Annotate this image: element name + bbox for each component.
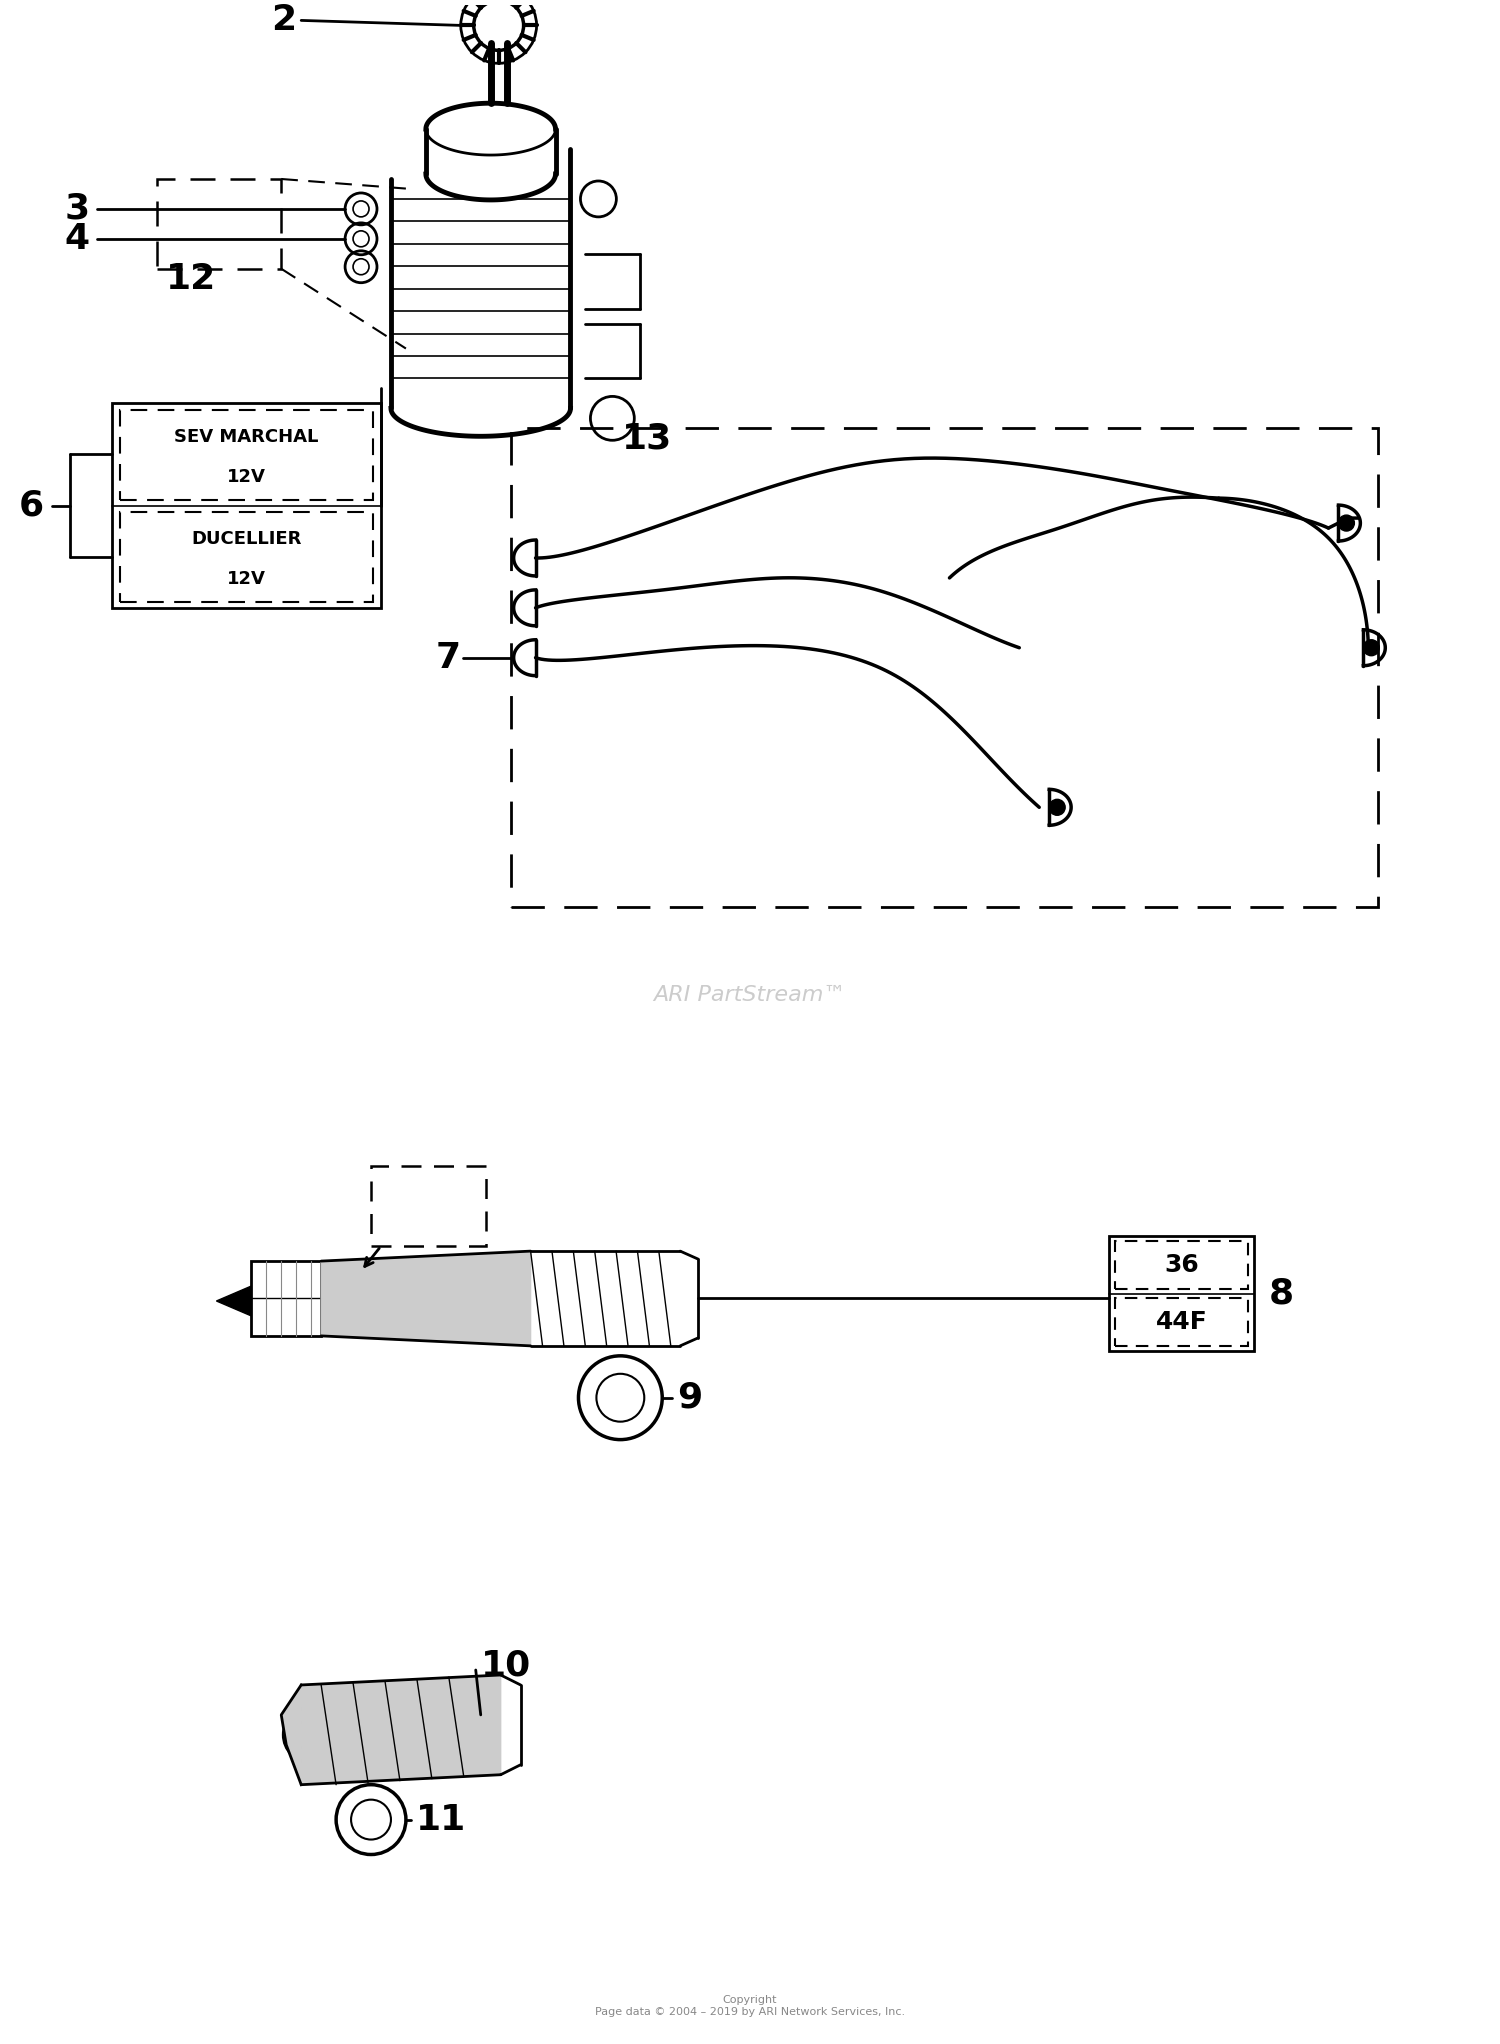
Bar — [1114, 1241, 1248, 1288]
Text: ARI PartStream™: ARI PartStream™ — [654, 985, 846, 1006]
Text: DUCELLIER: DUCELLIER — [190, 529, 302, 548]
Text: 44F: 44F — [1155, 1310, 1208, 1335]
Text: 4: 4 — [64, 223, 90, 256]
Bar — [1114, 1298, 1248, 1345]
Text: 11: 11 — [416, 1803, 466, 1838]
Circle shape — [1048, 799, 1065, 816]
Text: 13: 13 — [622, 421, 672, 456]
Polygon shape — [282, 1684, 302, 1784]
Text: 3: 3 — [64, 192, 90, 227]
Text: 12V: 12V — [226, 570, 266, 589]
Circle shape — [1338, 515, 1354, 531]
Text: Copyright
Page data © 2004 – 2019 by ARI Network Services, Inc.: Copyright Page data © 2004 – 2019 by ARI… — [596, 1995, 904, 2017]
Text: 12: 12 — [166, 262, 216, 296]
Polygon shape — [302, 1674, 501, 1784]
Circle shape — [1364, 640, 1380, 656]
Bar — [370, 1167, 486, 1247]
Bar — [120, 513, 374, 601]
Text: 9: 9 — [676, 1382, 702, 1414]
Bar — [156, 180, 282, 268]
Bar — [252, 1261, 321, 1337]
Text: 8: 8 — [1269, 1278, 1293, 1310]
Text: 12V: 12V — [226, 468, 266, 486]
Bar — [1108, 1237, 1254, 1351]
Polygon shape — [216, 1286, 252, 1316]
Text: 6: 6 — [20, 489, 44, 523]
Text: 10: 10 — [480, 1647, 531, 1682]
Polygon shape — [321, 1251, 531, 1345]
Text: SEV MARCHAL: SEV MARCHAL — [174, 429, 318, 446]
Text: 2: 2 — [272, 4, 296, 37]
Bar — [120, 411, 374, 501]
Text: 7: 7 — [435, 640, 460, 675]
Bar — [111, 403, 381, 607]
Bar — [510, 429, 1378, 908]
Text: 36: 36 — [1164, 1253, 1198, 1278]
